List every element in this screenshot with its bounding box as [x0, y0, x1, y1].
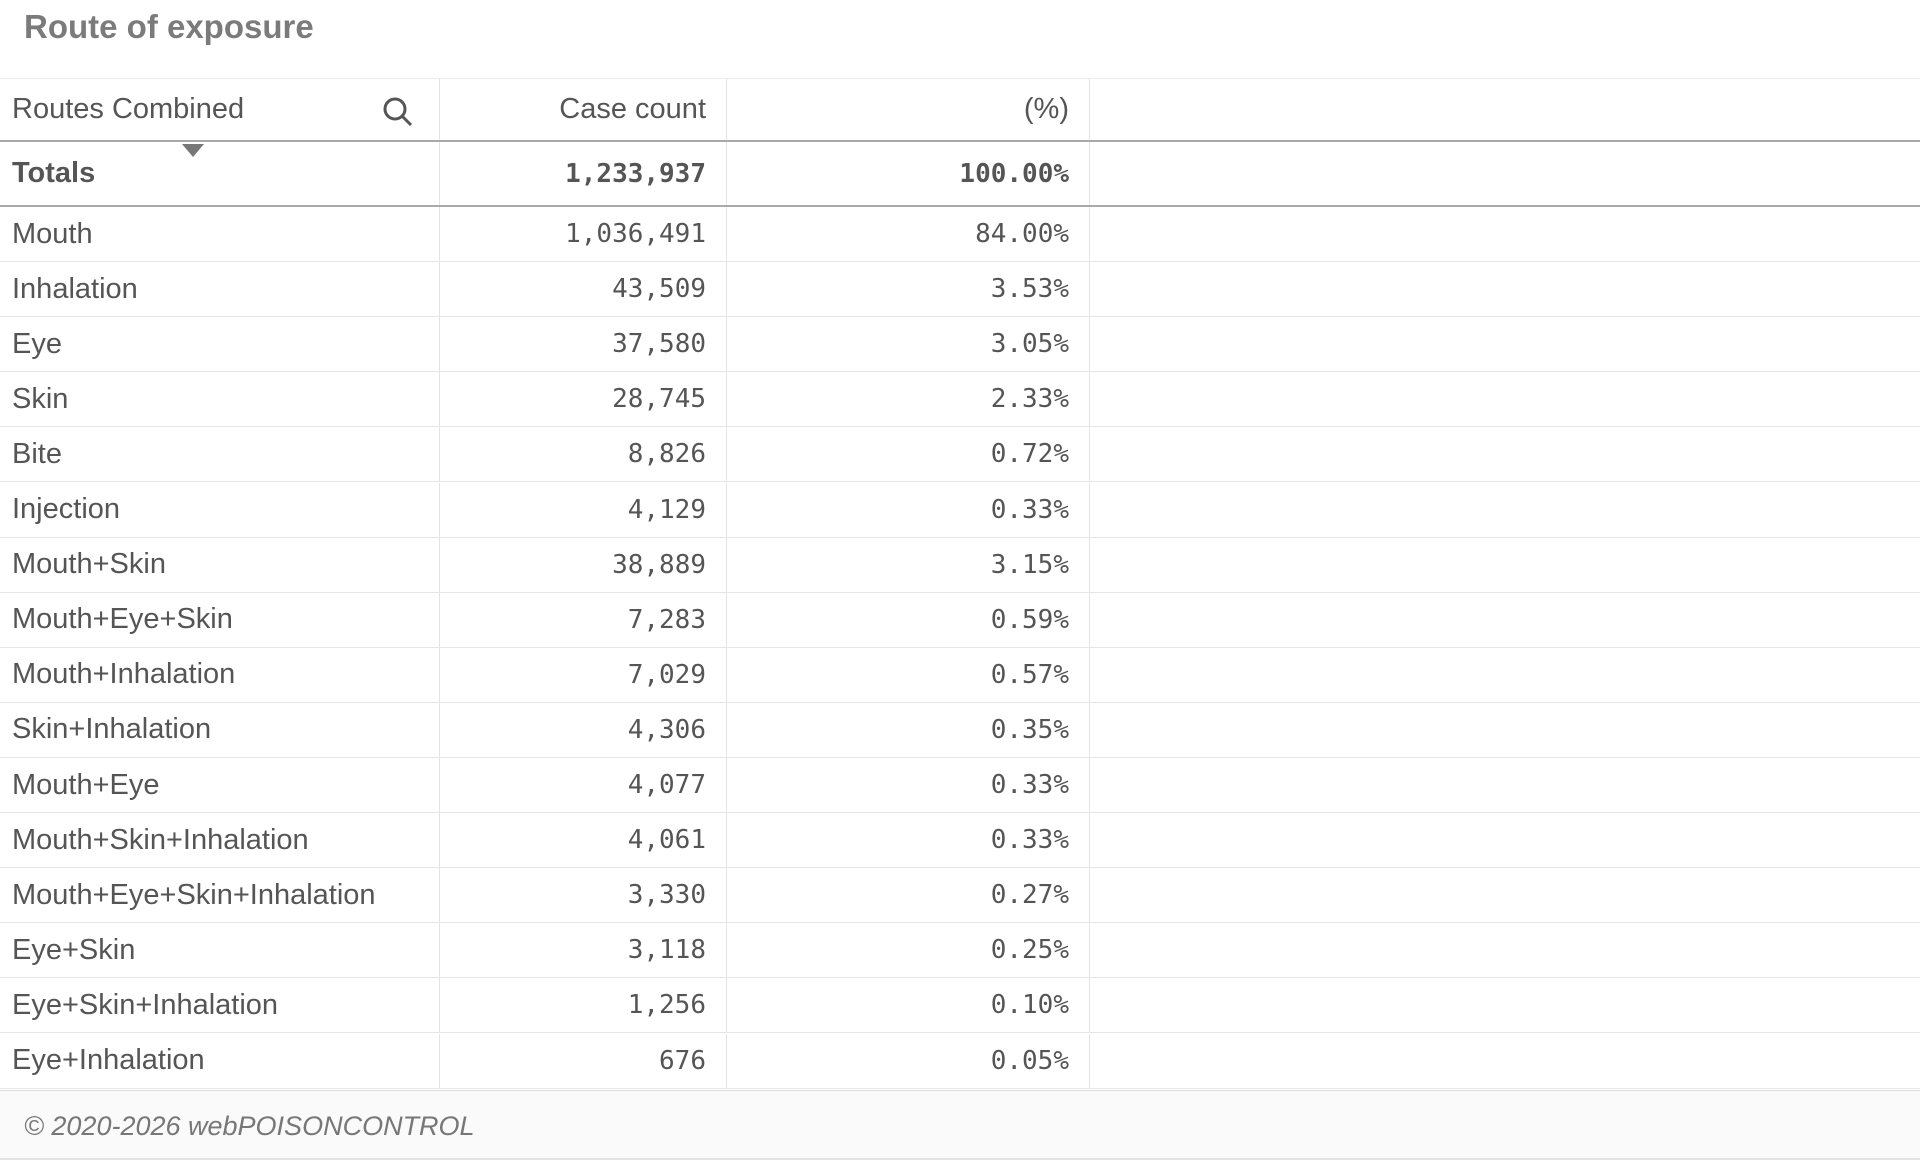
data-row: Skin+Inhalation 4,306 0.35%	[0, 702, 1920, 758]
data-row-cell: 4,306	[440, 702, 727, 757]
data-row: Bite 8,826 0.72%	[0, 427, 1920, 483]
data-row-cell: 3.15%	[727, 537, 1090, 592]
data-row-cell: Mouth	[0, 207, 440, 262]
panel-title: Route of exposure	[24, 8, 314, 45]
data-row: Mouth+Eye+Skin+Inhalation 3,330 0.27%	[0, 868, 1920, 924]
data-row-cell: 0.10%	[727, 978, 1090, 1033]
data-row-cell: Skin	[0, 372, 440, 427]
data-row: Injection 4,129 0.33%	[0, 482, 1920, 538]
data-row: Eye+Skin+Inhalation 1,256 0.10%	[0, 978, 1920, 1034]
data-row-cell: 3,330	[440, 868, 727, 923]
header-row-cell: Routes Combined	[0, 79, 440, 140]
data-row-cell: 28,745	[440, 372, 727, 427]
data-row: Inhalation 43,509 3.53%	[0, 262, 1920, 318]
footer: © 2020-2026 webPOISONCONTROL	[0, 1090, 1920, 1160]
data-row-cell: Eye	[0, 317, 440, 372]
data-row-cell: 84.00%	[727, 207, 1090, 262]
data-row-cell: Inhalation	[0, 262, 440, 317]
data-row-cell: 0.25%	[727, 923, 1090, 978]
data-row: Mouth+Eye 4,077 0.33%	[0, 758, 1920, 814]
data-row-cell: 0.33%	[727, 758, 1090, 813]
data-row-cell: Mouth+Eye	[0, 758, 440, 813]
data-row: Mouth+Skin 38,889 3.15%	[0, 537, 1920, 593]
totals-row: Totals 1,233,937 100.00%	[0, 142, 1920, 207]
header-row-cell: (%)	[727, 79, 1090, 140]
data-row-cell: 0.33%	[727, 482, 1090, 537]
data-row-cell: Eye+Inhalation	[0, 1033, 440, 1088]
data-row-cell: 3.53%	[727, 262, 1090, 317]
data-row-cell: 1,256	[440, 978, 727, 1033]
data-row-cell: 3.05%	[727, 317, 1090, 372]
data-row-cell: 0.35%	[727, 702, 1090, 757]
data-row-cell: Bite	[0, 427, 440, 482]
copyright: © 2020-2026 webPOISONCONTROL	[24, 1111, 475, 1141]
data-row-cell: 38,889	[440, 537, 727, 592]
data-row-cell: 43,509	[440, 262, 727, 317]
data-row-cell: Mouth+Inhalation	[0, 647, 440, 702]
data-row-cell: Injection	[0, 482, 440, 537]
data-row-cell: 676	[440, 1033, 727, 1088]
data-row-cell: 0.59%	[727, 592, 1090, 647]
data-row-cell: 0.33%	[727, 813, 1090, 868]
data-row-cell: 4,061	[440, 813, 727, 868]
data-row-cell: 2.33%	[727, 372, 1090, 427]
data-row-cell: 4,129	[440, 482, 727, 537]
data-row-cell: Mouth+Skin	[0, 537, 440, 592]
data-row-cell: Mouth+Eye+Skin+Inhalation	[0, 868, 440, 923]
data-row: Mouth 1,036,491 84.00%	[0, 207, 1920, 263]
header-row-cell: Case count	[440, 79, 727, 140]
data-row-cell: 0.05%	[727, 1033, 1090, 1088]
data-row: Mouth+Eye+Skin 7,283 0.59%	[0, 592, 1920, 648]
data-row-cell: 0.27%	[727, 868, 1090, 923]
data-row-cell: 0.72%	[727, 427, 1090, 482]
data-row-cell: 8,826	[440, 427, 727, 482]
data-row-cell: Eye+Skin	[0, 923, 440, 978]
data-row-cell: 3,118	[440, 923, 727, 978]
totals-row-cell: Totals	[0, 142, 440, 205]
data-row: Skin 28,745 2.33%	[0, 372, 1920, 428]
data-row-cell: 1,036,491	[440, 207, 727, 262]
data-row-cell: Skin+Inhalation	[0, 702, 440, 757]
data-row-cell: 0.57%	[727, 647, 1090, 702]
data-row-cell: 4,077	[440, 758, 727, 813]
header-row[interactable]: Routes Combined Case count (%)	[0, 78, 1920, 142]
data-row: Eye 37,580 3.05%	[0, 317, 1920, 373]
data-row-cell: 7,029	[440, 647, 727, 702]
data-row-cell: Eye+Skin+Inhalation	[0, 978, 440, 1033]
data-row-cell: Mouth+Eye+Skin	[0, 592, 440, 647]
totals-row-cell: 1,233,937	[440, 142, 727, 205]
table: Routes Combined Case count (%) Totals 1,233,…	[0, 78, 1920, 1091]
data-row-cell: 37,580	[440, 317, 727, 372]
data-row: Eye+Skin 3,118 0.25%	[0, 923, 1920, 979]
totals-row-cell: 100.00%	[727, 142, 1090, 205]
data-row: Mouth+Inhalation 7,029 0.57%	[0, 647, 1920, 703]
data-row: Mouth+Skin+Inhalation 4,061 0.33%	[0, 813, 1920, 869]
data-row-cell: Mouth+Skin+Inhalation	[0, 813, 440, 868]
data-row: Eye+Inhalation 676 0.05%	[0, 1033, 1920, 1089]
data-row-cell: 7,283	[440, 592, 727, 647]
